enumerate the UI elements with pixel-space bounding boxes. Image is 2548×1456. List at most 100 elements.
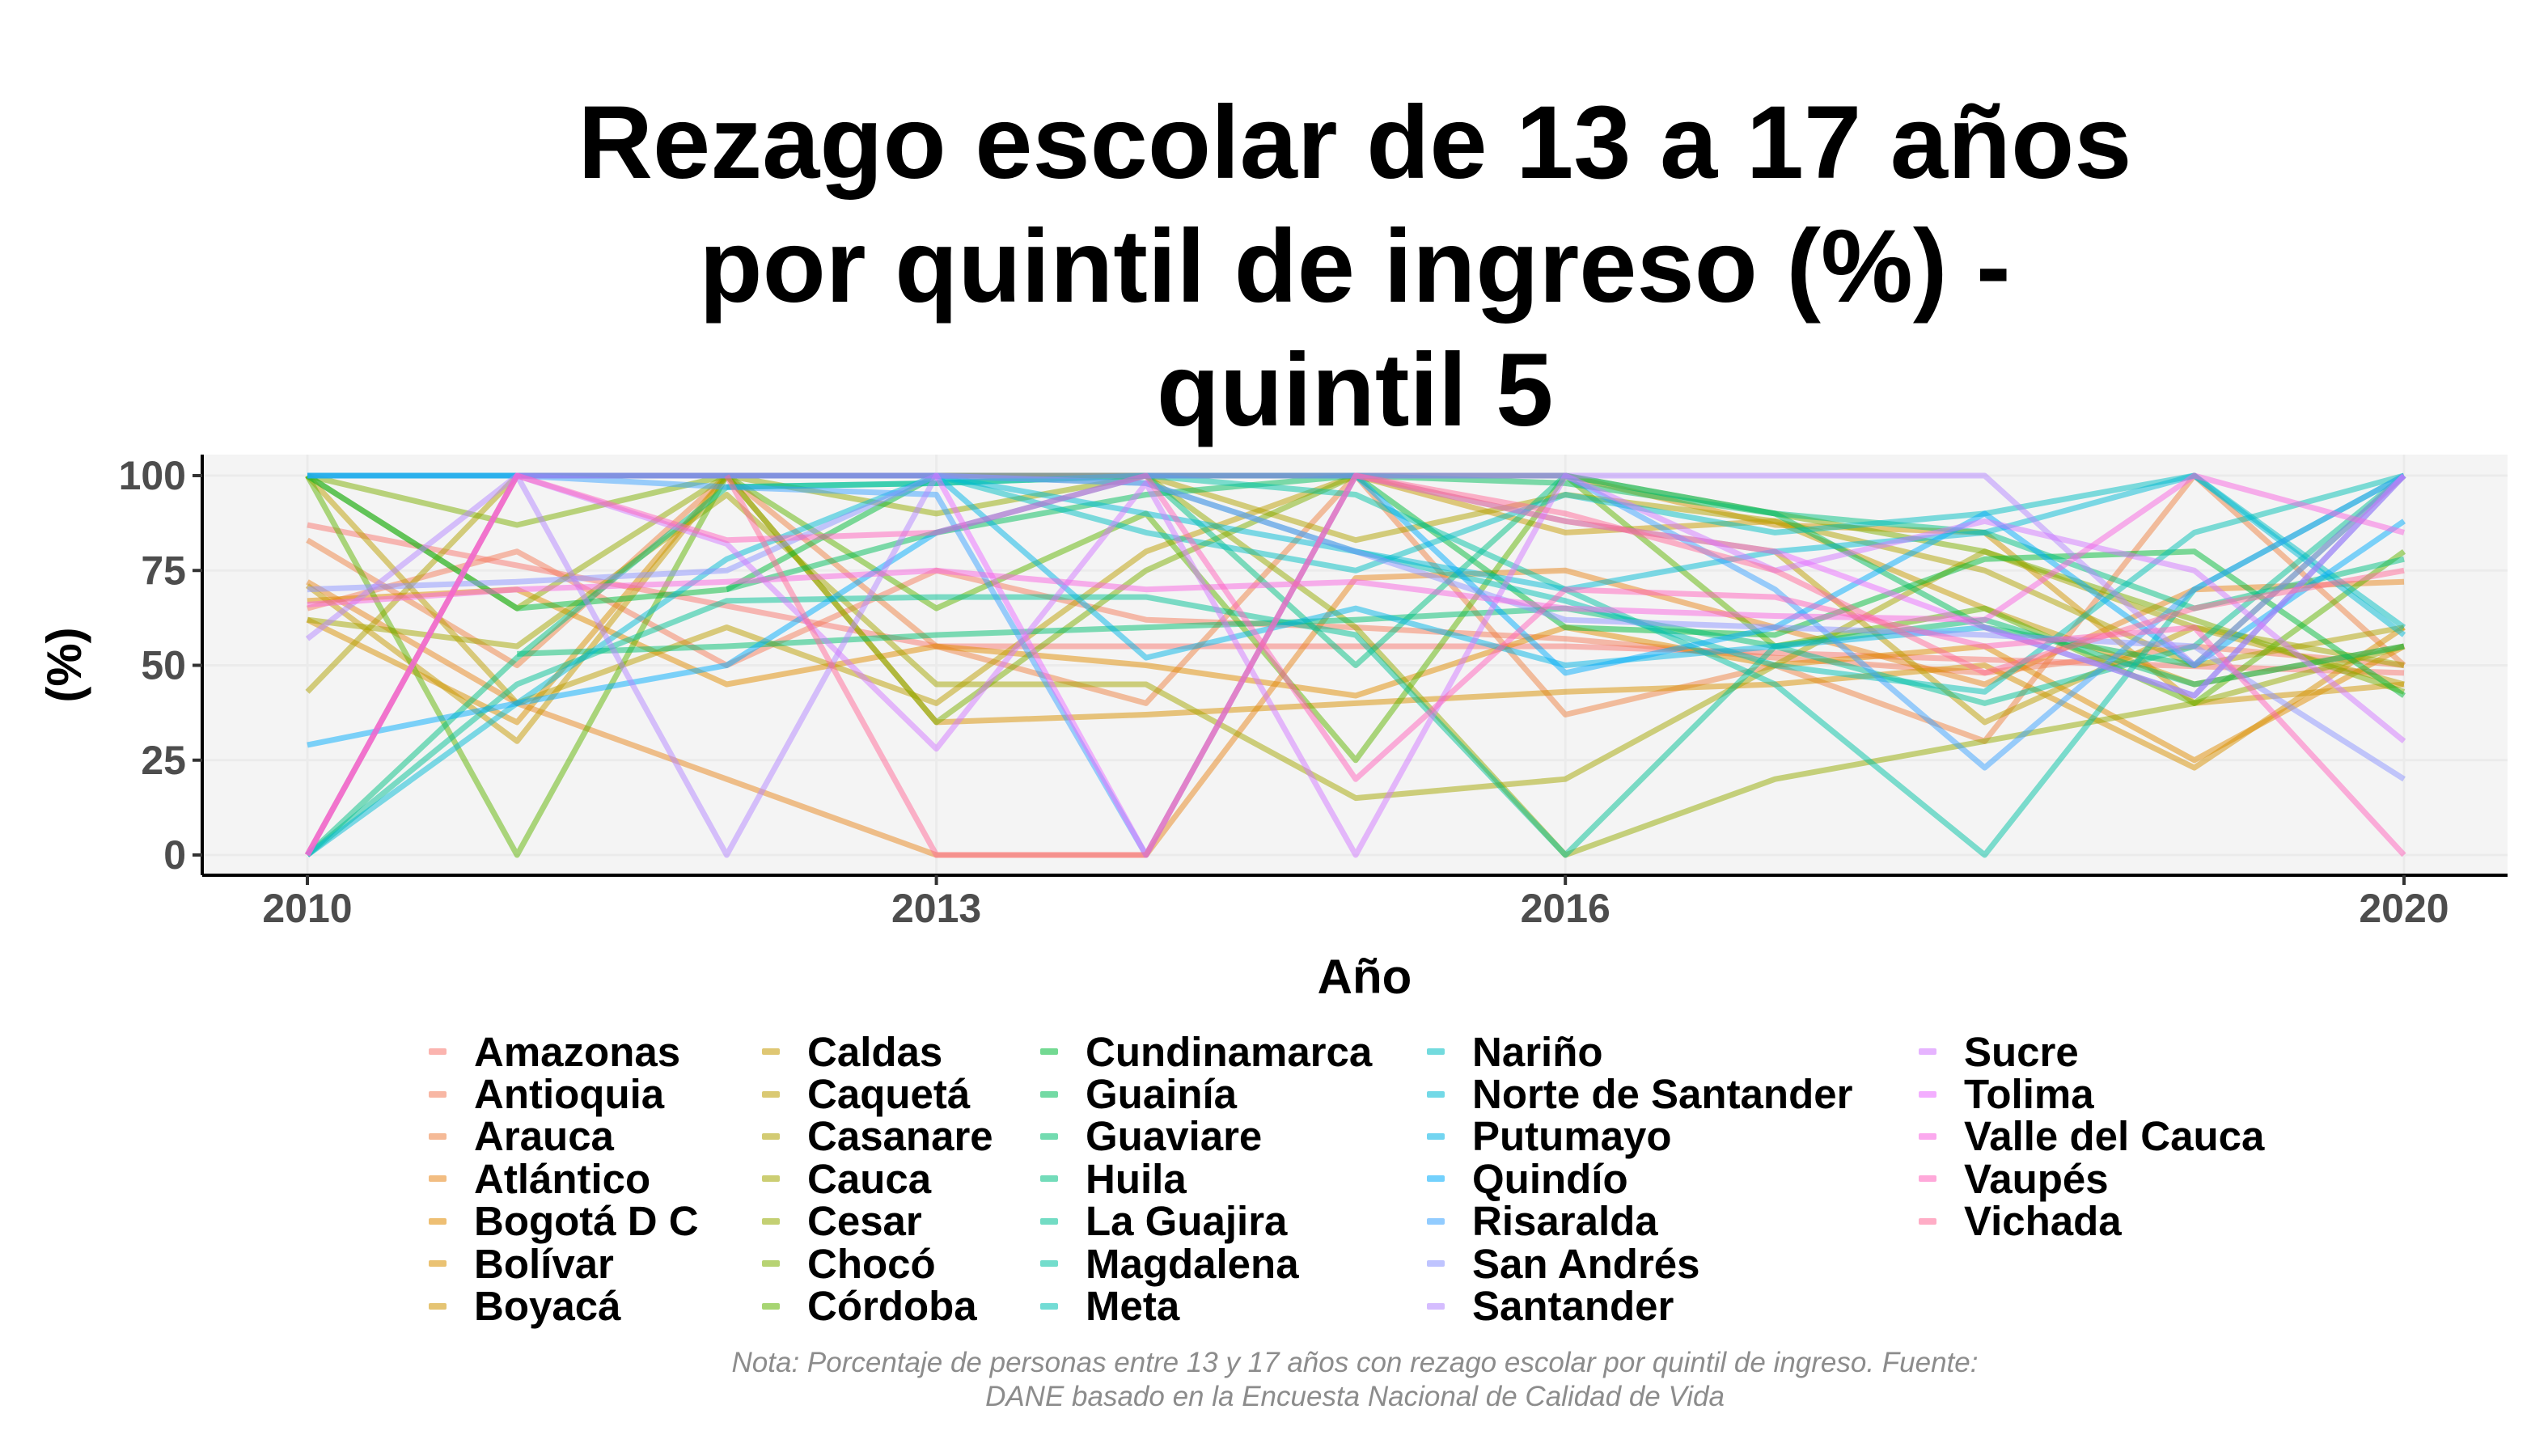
legend-item: Boyacá: [429, 1283, 699, 1329]
legend-label: Huila: [1086, 1155, 1187, 1202]
legend-column: Caldas Caquetá Casanare Cauca Cesar Chocó Córd…: [762, 1028, 993, 1330]
legend-key: [1427, 1132, 1445, 1140]
caption-line: Nota: Porcentaje de personas entre 13 y …: [731, 1347, 1979, 1378]
legend-key: [1919, 1175, 1936, 1183]
legend-key: [1919, 1132, 1936, 1140]
legend-item: Quindío: [1427, 1155, 1852, 1202]
legend-item: Amazonas: [429, 1028, 699, 1075]
legend-item: Guainía: [1040, 1071, 1372, 1118]
series-line: [726, 472, 2406, 668]
legend-item: Cauca: [762, 1155, 993, 1202]
legend-key: [429, 1302, 447, 1310]
legend-label: Vaupés: [1964, 1155, 2109, 1202]
legend-key: [1919, 1090, 1936, 1098]
legend-item: Bolívar: [429, 1241, 699, 1287]
legend-key: [429, 1175, 447, 1183]
legend-item: Chocó: [762, 1240, 993, 1287]
legend-item: Bogotá D C: [429, 1198, 699, 1244]
legend-key: [1427, 1260, 1445, 1268]
y-tick-label: 25: [141, 738, 186, 783]
chart-title: Rezago escolar de 13 a 17 años por quinti…: [0, 81, 2548, 452]
legend-label: Cauca: [807, 1155, 932, 1202]
legend-key: [1919, 1048, 1936, 1056]
legend-item: Córdoba: [762, 1283, 993, 1330]
legend-key: [762, 1260, 780, 1268]
legend-label: Chocó: [807, 1240, 936, 1287]
legend-label: Valle del Cauca: [1964, 1113, 2265, 1160]
legend-item: Guaviare: [1040, 1113, 1372, 1160]
legend: Amazonas Antioquia Arauca Atlántico Bogotá D…: [429, 1028, 2451, 1330]
legend-label: Magdalena: [1086, 1240, 1299, 1287]
legend-label: Nariño: [1472, 1028, 1603, 1075]
legend-key: [1427, 1175, 1445, 1183]
series-line: [304, 472, 2406, 857]
legend-label: Cundinamarca: [1086, 1028, 1373, 1075]
legend-label: Caquetá: [807, 1071, 971, 1118]
legend-key: [1040, 1132, 1058, 1140]
legend-key: [762, 1048, 780, 1056]
legend-key: [1040, 1217, 1058, 1225]
legend-item: Caldas: [762, 1028, 993, 1075]
legend-item: Norte de Santander: [1427, 1071, 1852, 1117]
legend-item: Antioquia: [429, 1071, 699, 1118]
legend-key: [1040, 1090, 1058, 1098]
legend-item: Santander: [1427, 1283, 1852, 1330]
y-tick-label: 0: [163, 832, 186, 878]
legend-column: Cundinamarca Guainía Guaviare Huila La Guaji…: [1040, 1028, 1373, 1330]
legend-label: Quindío: [1472, 1155, 1628, 1202]
y-tick-label: 100: [119, 453, 186, 498]
legend-label: Cesar: [807, 1198, 922, 1245]
legend-key: [1919, 1217, 1936, 1225]
legend-item: Nariño: [1427, 1028, 1852, 1075]
legend-label: Amazonas: [474, 1028, 681, 1075]
legend-item: Meta: [1040, 1283, 1372, 1330]
legend-label: Arauca: [474, 1113, 614, 1160]
chart-title-line: Rezago escolar de 13 a 17 años: [578, 85, 2132, 201]
legend-key: [429, 1217, 447, 1225]
legend-item: Atlántico: [429, 1156, 699, 1202]
series-lines: [304, 472, 2406, 858]
legend-key: [1427, 1090, 1445, 1098]
series-line: [305, 472, 2405, 857]
legend-column: Nariño Norte de Santander Putumayo Quindío R…: [1427, 1028, 1852, 1330]
series-line: [306, 472, 2406, 771]
legend-item: Huila: [1040, 1155, 1372, 1202]
legend-item: Tolima: [1919, 1071, 2264, 1117]
caption-line: DANE basado en la Encuesta Nacional de C…: [985, 1381, 1725, 1412]
legend-key: [1427, 1302, 1445, 1310]
legend-label: Guainía: [1086, 1071, 1238, 1118]
series-line: [724, 472, 2405, 858]
legend-label: Caldas: [807, 1028, 943, 1075]
legend-label: Santander: [1472, 1283, 1674, 1330]
chart-title-line: por quintil de ingreso (%) -: [699, 209, 2011, 324]
series-line: [307, 472, 2405, 623]
legend-key: [762, 1132, 780, 1140]
series-line: [305, 473, 2406, 858]
legend-item: Arauca: [429, 1113, 699, 1160]
legend-item: Magdalena: [1040, 1240, 1372, 1287]
legend-label: Casanare: [807, 1113, 993, 1160]
legend-label: Meta: [1086, 1283, 1180, 1330]
legend-label: Córdoba: [807, 1283, 977, 1330]
legend-label: Sucre: [1964, 1028, 2079, 1075]
legend-key: [1040, 1302, 1058, 1310]
legend-label: San Andrés: [1472, 1240, 1700, 1287]
legend-key: [1040, 1048, 1058, 1056]
legend-label: La Guajira: [1086, 1198, 1288, 1245]
legend-key: [1427, 1217, 1445, 1225]
legend-item: San Andrés: [1427, 1240, 1852, 1287]
y-tick-label: 50: [141, 643, 186, 688]
caption: Nota: Porcentaje de personas entre 13 y …: [546, 1346, 2164, 1414]
legend-item: Cesar: [762, 1198, 993, 1245]
legend-label: Antioquia: [474, 1071, 665, 1118]
legend-key: [762, 1175, 780, 1183]
legend-item: La Guajira: [1040, 1198, 1372, 1245]
legend-label: Guaviare: [1086, 1113, 1263, 1160]
legend-label: Risaralda: [1472, 1198, 1658, 1245]
legend-column: Sucre Tolima Valle del Cauca Vaupés Vichada: [1919, 1028, 2265, 1244]
x-axis-label: Año: [1318, 950, 1412, 1004]
legend-key: [1040, 1260, 1058, 1268]
legend-key: [429, 1090, 447, 1098]
chart-title-line: quintil 5: [1156, 332, 1554, 448]
